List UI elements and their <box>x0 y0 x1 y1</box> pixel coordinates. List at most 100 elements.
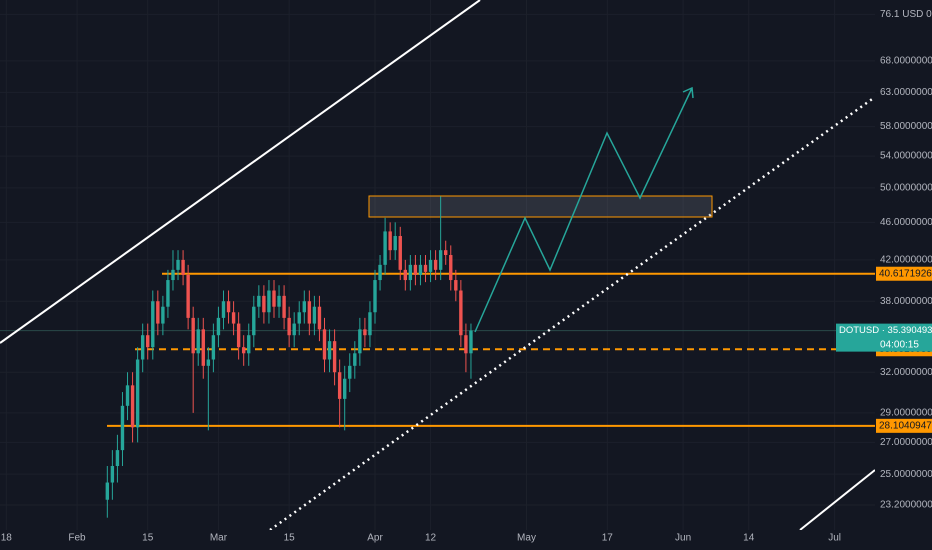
candle-body <box>236 323 241 348</box>
y-tick-label: 54.00000000 <box>880 151 932 162</box>
candle-body <box>156 301 160 324</box>
axes: 76.1 USD 000 68.00000000 63.00000000 58.000… <box>1 9 932 544</box>
candle-body <box>241 347 246 354</box>
candle-body <box>282 295 286 318</box>
projection-arrow <box>682 86 694 99</box>
y-tick-label: 68.00000000 <box>880 56 932 67</box>
y-tick-label: 58.00000000 <box>880 121 932 132</box>
candle-body <box>171 269 175 281</box>
candle-body <box>287 317 291 336</box>
y-tick-label: 38.00000000 <box>880 296 932 307</box>
candles <box>105 196 473 518</box>
candle-body <box>211 335 216 360</box>
candle-body <box>353 353 357 366</box>
last-price-label: DOTUSD · 35.39049396 <box>839 325 932 336</box>
candle-body <box>378 264 382 281</box>
candle-body <box>166 280 170 307</box>
candle-body <box>257 295 261 307</box>
candle-body <box>146 335 150 348</box>
x-tick-label: Mar <box>210 533 228 544</box>
candle-body <box>383 231 387 265</box>
candle-body <box>398 236 402 270</box>
candle-body <box>130 385 135 428</box>
level-label: 40.61719265 <box>879 268 932 279</box>
candle-body <box>277 295 281 307</box>
candle-body <box>444 250 448 256</box>
candle-body <box>433 259 438 270</box>
resistance-zone <box>368 195 713 218</box>
level-label-box <box>876 418 932 433</box>
candle-body <box>262 295 266 313</box>
grid <box>0 0 875 530</box>
candle-body <box>231 312 236 324</box>
candle-body <box>337 372 342 399</box>
candle-body <box>125 385 130 406</box>
candle-body <box>267 290 271 313</box>
candle-body <box>247 335 251 354</box>
candle-body <box>418 264 423 275</box>
y-tick-label: 50.00000000 <box>880 183 932 194</box>
candle-body <box>307 301 312 324</box>
x-tick-label: 17 <box>602 533 614 544</box>
candle-body <box>120 405 125 451</box>
candle-body <box>327 341 332 360</box>
candle-body <box>312 306 317 324</box>
candle-body <box>403 269 408 281</box>
x-tick-label: 15 <box>284 533 296 544</box>
y-tick-label: 63.00000000 <box>880 87 932 98</box>
candle-body <box>201 329 205 366</box>
trend-line-lower <box>799 469 876 531</box>
candle-body <box>105 482 110 500</box>
candle-body <box>368 312 372 336</box>
candle-body <box>135 359 140 428</box>
x-tick-label: Feb <box>68 533 86 544</box>
candle-body <box>221 301 226 318</box>
candle-body <box>176 259 180 270</box>
x-tick-label: 18 <box>1 533 13 544</box>
candle-body <box>428 259 433 272</box>
candle-body <box>317 306 322 330</box>
candle-body <box>363 329 367 336</box>
candle-body <box>302 301 306 313</box>
countdown: 04:00:15 <box>880 339 919 350</box>
candle-body <box>358 329 362 354</box>
candle-body <box>408 264 413 281</box>
level-label-box <box>876 266 932 281</box>
x-tick-label: Apr <box>367 533 383 544</box>
candle-body <box>449 255 453 281</box>
candle-body <box>297 312 301 324</box>
y-tick-label: 76.1 USD 000 <box>880 9 932 20</box>
candle-body <box>393 236 397 251</box>
y-tick-label: 25.00000000 <box>880 469 932 480</box>
y-tick-label: 42.00000000 <box>880 255 932 266</box>
candle-body <box>342 378 347 399</box>
trend-line-dotted <box>269 95 876 532</box>
level-label: 28.10409477 <box>879 420 932 431</box>
candle-body <box>206 359 211 366</box>
levels <box>0 272 875 427</box>
y-tick-label: 46.00000000 <box>880 217 932 228</box>
candle-body <box>469 330 473 354</box>
candle-body <box>373 280 377 313</box>
candle-body <box>454 280 458 291</box>
candle-body <box>252 306 256 336</box>
candle-body <box>110 466 115 483</box>
trend-line-upper <box>0 0 481 344</box>
candle-body <box>226 301 231 313</box>
x-tick-label: May <box>517 533 536 544</box>
time-axis <box>0 530 932 550</box>
candle-body <box>423 264 428 272</box>
projection-path <box>474 87 693 333</box>
candle-body <box>459 290 463 336</box>
y-tick-label: 27.00000000 <box>880 437 932 448</box>
candle-body <box>322 329 327 360</box>
candle-body <box>140 335 145 360</box>
candle-body <box>464 335 468 354</box>
candle-body <box>196 329 200 354</box>
y-tick-label: 32.00000000 <box>880 367 932 378</box>
x-tick-label: 15 <box>142 533 154 544</box>
candle-body <box>348 365 352 379</box>
candle-body <box>115 450 120 467</box>
candle-body <box>438 250 443 270</box>
